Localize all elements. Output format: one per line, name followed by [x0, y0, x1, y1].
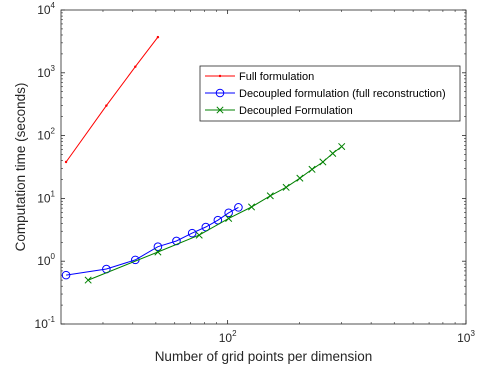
- data-point-dot: [64, 160, 68, 164]
- y-tick-label: 10-1: [35, 315, 56, 331]
- data-point-x: [247, 203, 256, 211]
- data-point-x: [216, 106, 224, 114]
- data-point-x-stroke: [319, 158, 327, 166]
- x-tick-label-base: 10: [219, 331, 233, 345]
- y-tick-label-base: 10: [37, 254, 51, 268]
- series-3: [84, 142, 346, 284]
- data-point-x-stroke: [296, 174, 304, 182]
- series-1: [64, 35, 160, 164]
- data-point-dot: [134, 65, 137, 68]
- x-tick-label-exponent: 2: [232, 329, 237, 338]
- plot-area: [60, 9, 467, 325]
- legend-entry: Decoupled formulation (full reconstructi…: [205, 88, 446, 100]
- data-point-circle: [61, 270, 71, 280]
- legend-label: Full formulation: [239, 71, 314, 83]
- data-point-x-stroke: [225, 214, 233, 222]
- legend: Full formulation Decoupled formulation (f…: [199, 65, 461, 122]
- y-tick-label-exponent: 2: [51, 127, 56, 136]
- x-tick-label: 102: [219, 329, 237, 345]
- data-point-x-stroke: [195, 231, 203, 239]
- data-point-x-stroke: [338, 142, 346, 151]
- series-layer: [61, 35, 346, 284]
- x-tick-label-exponent: 3: [470, 329, 475, 338]
- data-point-circle: [234, 203, 243, 212]
- data-point-x: [338, 142, 346, 151]
- data-point-x: [319, 158, 327, 166]
- y-tick-label-base: 10: [37, 3, 51, 17]
- data-point-circle: [224, 208, 233, 218]
- y-tick-label-exponent: 3: [51, 64, 56, 73]
- data-point-x-stroke: [282, 183, 290, 191]
- y-tick-label-exponent: 0: [51, 252, 56, 261]
- data-point-x: [84, 276, 92, 284]
- y-tick-label: 103: [37, 64, 55, 80]
- data-point-x-stroke: [329, 149, 337, 157]
- series-line: [66, 206, 239, 276]
- y-tick-label: 100: [37, 252, 55, 268]
- data-point-x: [195, 231, 203, 239]
- data-point-x-stroke: [216, 106, 224, 114]
- legend-box: [199, 65, 461, 122]
- data-point-dot: [156, 35, 160, 39]
- legend-entry: Full formulation: [205, 71, 314, 83]
- y-tick-label: 102: [37, 127, 55, 143]
- x-tick-label: 103: [457, 329, 475, 345]
- data-point-x: [329, 149, 337, 157]
- y-tick-label-exponent: -1: [48, 315, 56, 324]
- x-axis-label: Number of grid points per dimension: [155, 349, 373, 364]
- data-point-circle: [187, 228, 197, 238]
- data-point-circle: [153, 242, 163, 252]
- y-tick-label-base: 10: [37, 191, 51, 205]
- series-line: [65, 36, 159, 163]
- data-point-x: [308, 165, 316, 173]
- y-tick-label-exponent: 4: [51, 1, 56, 10]
- y-axis-label: Computation time (seconds): [13, 83, 28, 252]
- data-point-x-stroke: [308, 165, 316, 173]
- x-tick-label-base: 10: [457, 331, 471, 345]
- data-point-x-stroke: [247, 203, 256, 211]
- legend-label: Decoupled Formulation: [239, 105, 353, 117]
- y-tick-label-base: 10: [37, 129, 51, 143]
- y-tick-label-base: 10: [37, 66, 51, 80]
- y-tick-label-exponent: 1: [51, 189, 56, 198]
- data-point-x: [282, 183, 290, 191]
- y-tick-label: 101: [37, 189, 55, 205]
- data-point-x: [266, 192, 274, 200]
- data-point-x-stroke: [154, 248, 162, 256]
- data-point-dot: [218, 74, 222, 78]
- data-point-x: [296, 174, 304, 182]
- data-point-x: [225, 214, 233, 222]
- legend-entry: Decoupled Formulation: [205, 105, 353, 117]
- y-tick-label: 104: [37, 1, 55, 17]
- data-point-x-stroke: [84, 276, 92, 284]
- data-point-x: [154, 248, 162, 256]
- data-point-circle: [215, 88, 225, 98]
- data-point-x-stroke: [266, 192, 274, 200]
- y-tick-label-base: 10: [35, 317, 49, 331]
- legend-label: Decoupled formulation (full reconstructi…: [239, 88, 446, 100]
- data-point-dot: [105, 104, 108, 107]
